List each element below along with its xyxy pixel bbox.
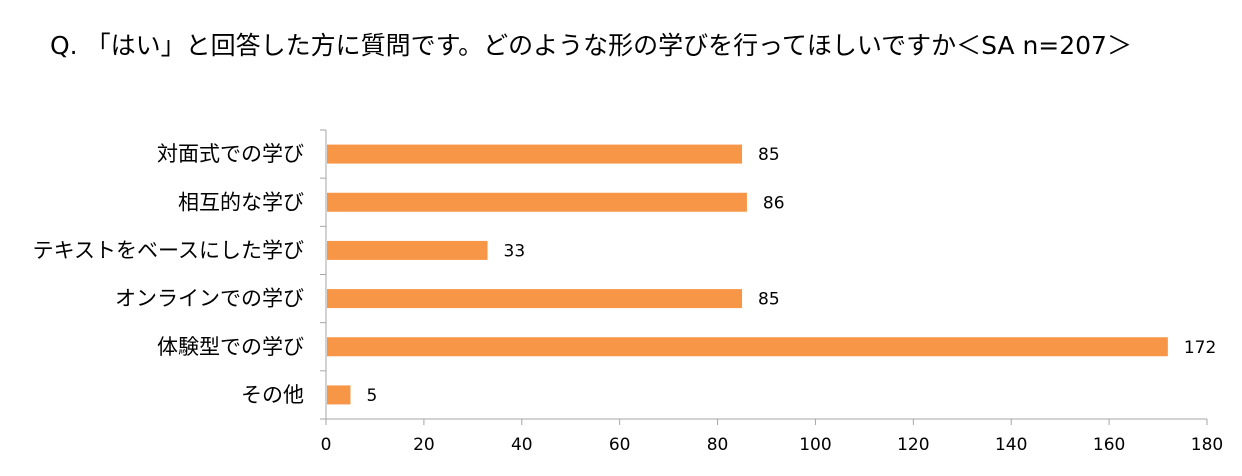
category-label: 体験型での学び bbox=[157, 335, 304, 359]
x-tick-label: 160 bbox=[1093, 435, 1125, 455]
x-tick-label: 100 bbox=[799, 435, 831, 455]
labels-layer: 対面式での学び 85 相互的な学び 86 テキストをベースにした学び 33 オンラインでの学… bbox=[33, 142, 1224, 455]
data-label: 5 bbox=[366, 386, 377, 406]
category-label: 相互的な学び bbox=[178, 190, 304, 214]
bars-layer bbox=[327, 144, 1168, 405]
x-tick-label: 60 bbox=[609, 435, 631, 455]
data-label: 85 bbox=[758, 290, 780, 310]
category-label: オンラインでの学び bbox=[115, 287, 304, 311]
x-tick-label: 80 bbox=[707, 435, 729, 455]
axis-layer bbox=[320, 129, 1208, 425]
x-tick-label: 0 bbox=[321, 435, 332, 455]
data-label: 85 bbox=[758, 145, 780, 165]
bar bbox=[327, 337, 1168, 357]
bar bbox=[327, 289, 743, 309]
data-label: 33 bbox=[504, 241, 526, 261]
bar bbox=[327, 192, 747, 212]
chart-title: Q. 「はい」と回答した方に質問です。どのような形の学びを行ってほしいですか＜S… bbox=[50, 31, 1132, 60]
data-label: 86 bbox=[763, 193, 785, 213]
x-tick-label: 180 bbox=[1191, 435, 1223, 455]
x-tick-label: 140 bbox=[995, 435, 1027, 455]
bar bbox=[327, 385, 351, 405]
category-label: テキストをベースにした学び bbox=[33, 238, 304, 262]
x-tick-label: 120 bbox=[897, 435, 929, 455]
x-tick-label: 20 bbox=[413, 435, 435, 455]
category-label: 対面式での学び bbox=[157, 142, 304, 166]
data-label: 172 bbox=[1184, 338, 1216, 358]
bar bbox=[327, 144, 743, 164]
bar bbox=[327, 240, 488, 260]
x-tick-label: 40 bbox=[511, 435, 533, 455]
category-label: その他 bbox=[241, 383, 304, 407]
